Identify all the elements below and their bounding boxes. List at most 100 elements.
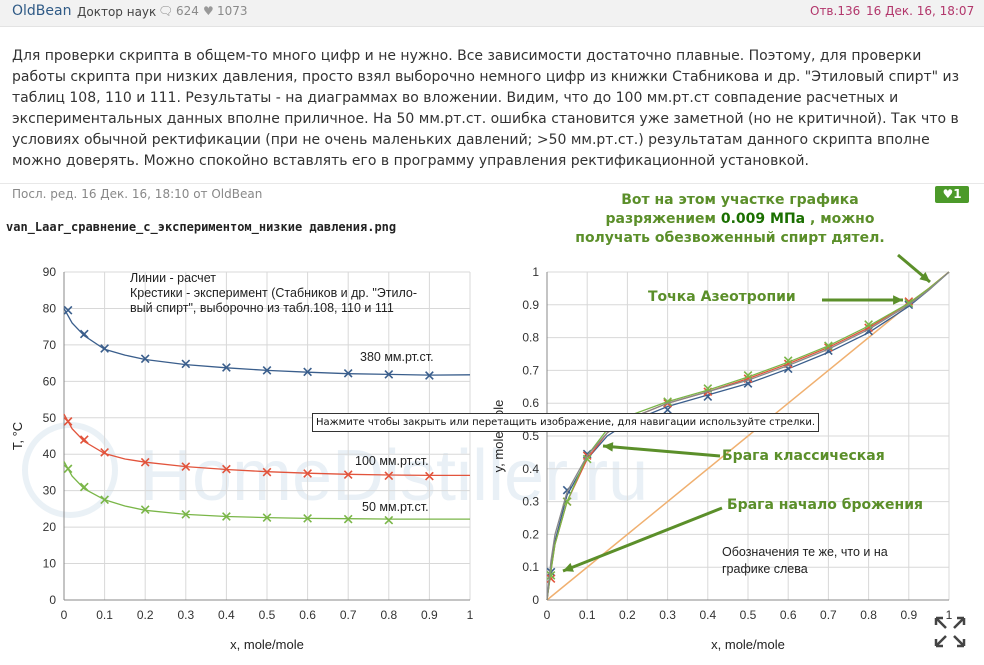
data-point [222,464,231,474]
marker-stroke [79,482,89,492]
data-point [262,366,272,375]
data-point [63,464,73,474]
x-tick-label: 0.7 [340,608,357,622]
annotation-azeotrope: Точка Азеотропии [648,289,796,305]
marker-stroke [63,464,73,474]
annotation-top-2: разряжением 0.009 МПа , можно [560,211,920,227]
chart-note-line: графике слева [722,562,808,576]
x-tick-label: 0.1 [579,608,596,622]
y-tick-label: 0.2 [522,527,539,541]
x-tick-label: 0.2 [137,608,154,622]
marker-stroke [562,497,572,506]
y-tick-label: 20 [43,520,57,534]
marker-stroke [63,417,73,426]
annotation-pressure: 0.009 МПа [720,211,806,227]
y-tick-label: 0.7 [522,363,539,377]
reply-number[interactable]: Отв.136 [810,4,861,18]
x-tick-label: 0 [61,608,68,622]
y-tick-label: 10 [43,557,57,571]
data-point [222,363,231,372]
data-point [222,512,231,521]
x-tick-label: 0.6 [299,608,316,622]
marker-stroke [546,571,556,580]
arrow-head [563,562,574,572]
x-tick-label: 1 [467,608,474,622]
x-axis-label: x, mole/mole [711,637,785,652]
data-point [79,482,89,492]
like-button[interactable]: ♥1 [935,186,969,203]
data-point [425,371,434,380]
marker-stroke [222,464,231,474]
marker-stroke [262,513,272,523]
comments-count: 624 [176,4,199,18]
series-line [546,271,950,601]
arrow-head [919,271,930,282]
arrow-shaft [602,444,721,458]
data-point [343,514,353,524]
data-point [140,505,150,514]
marker-stroke [783,356,793,365]
y-tick-label: 70 [43,338,57,352]
data-point [140,354,150,364]
x-tick-label: 0.5 [740,608,757,622]
data-point [384,471,394,481]
annotation-top-2c: , можно [810,211,875,227]
annotation-top-1: Вот на этом участке графика [621,192,859,208]
y-axis-label: y, mole/mole [491,400,506,473]
arrow-shaft [562,506,723,573]
expand-icon[interactable] [932,614,968,650]
author-rank: Доктор наук [77,5,157,19]
marker-stroke [262,467,272,477]
data-point [262,467,272,477]
marker-stroke [222,512,231,521]
data-point [63,417,73,426]
y-tick-label: 0.4 [522,462,539,476]
marker-stroke [343,514,353,524]
data-point [100,448,109,457]
data-point [743,370,753,380]
arrow-head [603,442,614,452]
chart-legend-line: вый спирт", выборочно из табл.108, 110 и… [130,301,394,315]
marker-stroke [384,471,394,481]
marker-stroke [343,470,353,479]
marker-stroke [384,515,394,525]
attachment-image[interactable]: HomeDistiller.ru 0 0.1 0.2 0.3 0.4 0.5 0.6 0.7 0… [0,240,984,665]
x-tick-label: 0 [544,608,551,622]
post-header [0,0,984,27]
annotation-braga-start: Брага начало брожения [727,497,924,513]
x-tick-label: 0.6 [780,608,797,622]
y-tick-label: 30 [43,484,57,498]
like-count: 1 [953,187,962,201]
x-tick-label: 0.1 [96,608,113,622]
marker-stroke [303,513,312,523]
marker-stroke [303,367,312,377]
marker-stroke [222,363,231,372]
annotation-braga-classic: Брага классическая [722,448,885,464]
data-point [63,305,73,315]
x-tick-label: 0.4 [699,608,716,622]
data-point [262,513,272,523]
y-tick-label: 60 [43,374,57,388]
marker-stroke [140,354,150,364]
data-point [783,356,793,365]
data-point [425,471,434,481]
y-tick-label: 0.6 [522,396,539,410]
data-point [343,470,353,479]
series-label: 100 мм.рт.ст. [355,454,429,468]
x-tick-label: 0.9 [900,608,917,622]
edited-note: Посл. ред. 16 Дек. 16, 18:10 от OldBean [12,187,263,201]
x-tick-label: 0.3 [177,608,194,622]
marker-stroke [181,509,191,519]
attachment-filename[interactable]: van_Laar_сравнение_с_экспериментом_низки… [6,220,397,234]
comments-icon: 🗨 [158,4,174,18]
data-point [303,469,312,478]
marker-stroke [140,457,150,467]
y-tick-label: 0 [49,593,56,607]
x-tick-label: 0.9 [421,608,438,622]
data-point [181,359,191,369]
author-name[interactable]: OldBean [12,3,72,19]
y-axis-label: T, °C [10,422,25,450]
x-tick-label: 0.8 [860,608,877,622]
data-point [79,435,89,445]
chart-legend-line: Крестики - эксперимент (Стабников и др. … [130,286,417,300]
